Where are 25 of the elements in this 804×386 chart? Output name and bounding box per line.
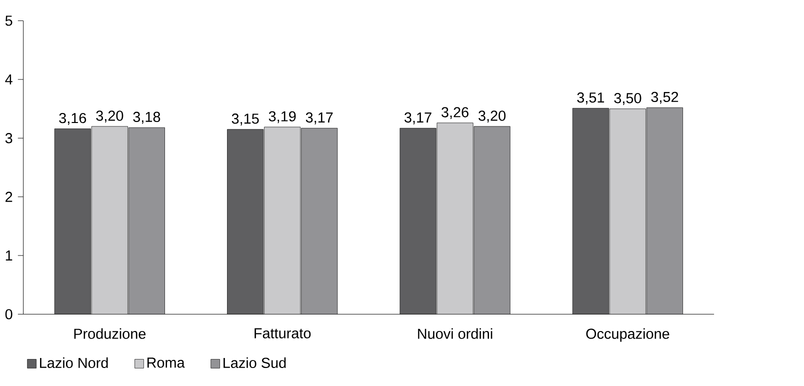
data-label: 3,15 [232,114,259,126]
y-tick-label: 1 [6,250,12,261]
legend-label: Lazio Sud [224,358,286,368]
x-tick-label: Produzione [74,328,146,340]
data-label: 3,18 [133,112,160,124]
y-tick-label: 2 [6,192,12,202]
data-label: 3,52 [651,92,678,104]
legend-label: Roma [147,358,185,368]
x-tick-label: Fatturato [254,328,311,339]
data-label: 3,20 [478,110,506,123]
data-label: 3,19 [268,111,296,124]
data-label: 3,51 [577,92,604,105]
data-label: 3,17 [404,112,432,125]
y-tick-label: 3 [5,133,12,144]
legend-label: Lazio Nord [40,358,108,368]
data-label: 3,20 [96,110,124,123]
y-tick-label: 5 [5,16,12,26]
y-tick-label: 4 [5,74,12,85]
data-label: 3,17 [306,112,333,125]
y-tick-label: 0 [5,309,12,320]
data-label: 3,50 [614,93,642,106]
data-label: 3,26 [442,107,468,120]
data-label: 3,16 [59,113,86,126]
x-tick-label: Occupazione [586,328,670,342]
x-tick-label: Nuovi ordini [418,328,492,340]
